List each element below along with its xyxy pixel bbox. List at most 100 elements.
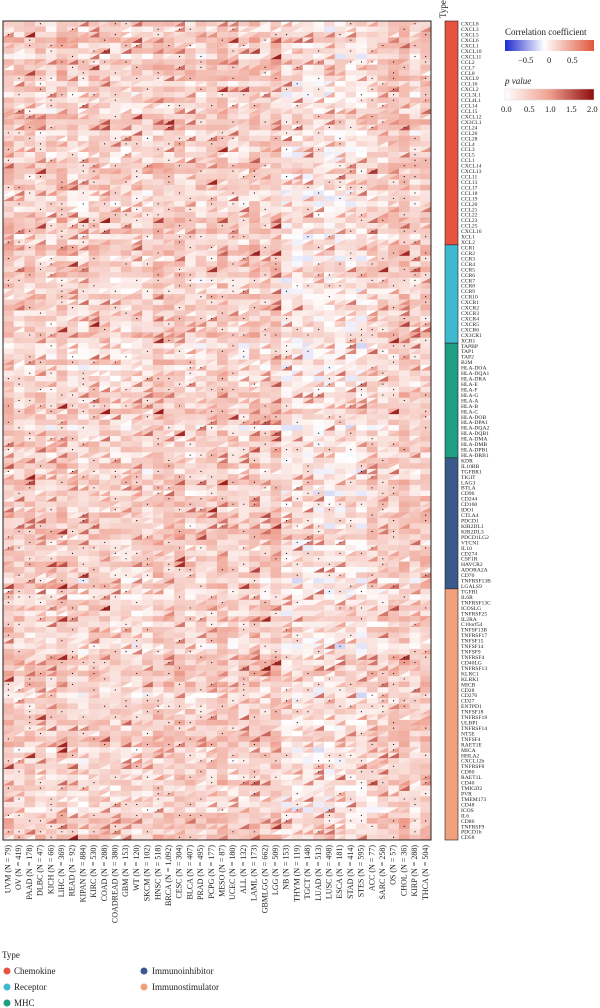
- heatmap-cell: [270, 490, 282, 497]
- heatmap-cell: [120, 654, 132, 661]
- heatmap-cell: [249, 244, 261, 251]
- heatmap-cell: [398, 419, 410, 426]
- heatmap-cell: [3, 556, 14, 562]
- heatmap-cell: [238, 605, 250, 611]
- heatmap-cell: [334, 26, 346, 33]
- heatmap-cell: [3, 81, 14, 87]
- heatmap-cell: [409, 141, 421, 147]
- heatmap-cell: [334, 21, 346, 27]
- heatmap-cell: [313, 561, 325, 568]
- heatmap-cell: [24, 299, 36, 306]
- heatmap-cell: [270, 665, 282, 672]
- heatmap-cell: [398, 648, 410, 655]
- heatmap-cell: [163, 108, 175, 115]
- heatmap-cell: [302, 157, 314, 164]
- heatmap-cell: [184, 594, 196, 601]
- heatmap-cell: [270, 457, 282, 464]
- heatmap-cell: [420, 534, 432, 540]
- heatmap-cell: [238, 146, 250, 153]
- heatmap-cell: [35, 31, 47, 38]
- heatmap-cell: [77, 446, 89, 453]
- heatmap-cell: [99, 26, 111, 33]
- heatmap-cell: [56, 556, 68, 562]
- heatmap-cell: [110, 599, 121, 606]
- heatmap-cell: [249, 59, 261, 65]
- heatmap-cell: [152, 627, 164, 633]
- heatmap-cell: [388, 102, 400, 109]
- heatmap-cell: [388, 157, 400, 164]
- heatmap-cell: [334, 59, 346, 65]
- heatmap-cell: [56, 485, 68, 491]
- heatmap-cell: [184, 698, 196, 704]
- heatmap-cell: [281, 299, 293, 306]
- heatmap-cell: [420, 627, 432, 633]
- heatmap-cell: [88, 272, 100, 278]
- heatmap-cell: [120, 75, 132, 82]
- heatmap-cell: [302, 119, 314, 126]
- heatmap-cell: [99, 184, 111, 191]
- heatmap-cell: [388, 588, 400, 595]
- heatmap-cell: [13, 37, 25, 44]
- heatmap-cell: [35, 162, 47, 169]
- heatmap-cell: [184, 665, 196, 672]
- heatmap-cell: [13, 534, 25, 540]
- heatmap-cell: [270, 239, 282, 246]
- heatmap-cell: [45, 610, 57, 617]
- heatmap-cell: [345, 223, 357, 229]
- heatmap-cell: [366, 288, 378, 295]
- heatmap-cell: [120, 528, 132, 535]
- heatmap-cell: [195, 332, 207, 338]
- heatmap-cell: [184, 261, 196, 267]
- heatmap-cell: [281, 244, 293, 251]
- heatmap-cell: [324, 359, 335, 366]
- heatmap-cell: [291, 113, 303, 120]
- heatmap-cell: [302, 599, 314, 606]
- heatmap-cell: [24, 698, 36, 704]
- heatmap-cell: [13, 392, 25, 399]
- heatmap-cell: [3, 643, 14, 650]
- heatmap-cell: [152, 64, 164, 71]
- heatmap-cell: [56, 490, 68, 497]
- heatmap-cell: [110, 517, 121, 524]
- heatmap-cell: [174, 583, 186, 590]
- heatmap-cell: [377, 168, 389, 175]
- heatmap-cell: [409, 310, 421, 317]
- heatmap-cell: [281, 468, 293, 475]
- heatmap-cell: [195, 605, 207, 611]
- heatmap-cell: [131, 294, 143, 300]
- heatmap-cell: [13, 435, 25, 442]
- heatmap-cell: [67, 283, 79, 289]
- heatmap-cell: [227, 643, 239, 650]
- heatmap-cell: [67, 173, 79, 180]
- heatmap-cell: [24, 310, 36, 317]
- heatmap-cell: [377, 414, 389, 420]
- heatmap-cell: [366, 643, 378, 650]
- heatmap-cell: [56, 517, 68, 524]
- heatmap-cell: [270, 681, 282, 688]
- heatmap-cell: [377, 403, 389, 409]
- heatmap-cell: [366, 479, 378, 486]
- heatmap-cell: [152, 157, 164, 164]
- heatmap-cell: [120, 97, 132, 104]
- heatmap-cell: [259, 627, 271, 633]
- heatmap-cell: [398, 616, 410, 622]
- heatmap-cell: [291, 692, 303, 699]
- heatmap-cell: [313, 321, 325, 328]
- heatmap-cell: [24, 321, 36, 328]
- heatmap-cell: [270, 162, 282, 169]
- heatmap-cell: [174, 277, 186, 284]
- heatmap-cell: [259, 217, 271, 224]
- heatmap-cell: [377, 86, 389, 93]
- heatmap-cell: [398, 534, 410, 540]
- heatmap-cell: [163, 364, 175, 371]
- heatmap-cell: [184, 588, 196, 595]
- heatmap-cell: [67, 517, 79, 524]
- heatmap-cell: [388, 397, 400, 404]
- heatmap-cell: [324, 326, 335, 333]
- heatmap-cell: [409, 501, 421, 508]
- heatmap-cell: [313, 108, 325, 115]
- heatmap-cell: [227, 381, 239, 388]
- heatmap-cell: [270, 561, 282, 568]
- heatmap-cell: [281, 375, 293, 382]
- heatmap-cell: [206, 463, 218, 470]
